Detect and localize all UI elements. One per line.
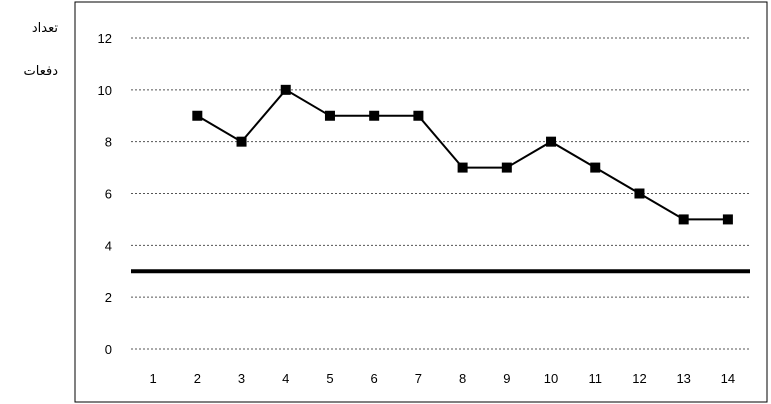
y-tick-label: 0 (105, 342, 112, 357)
x-tick-label: 12 (632, 371, 646, 386)
data-point-marker (280, 84, 291, 95)
series-group (192, 84, 733, 225)
y-tick-labels: 0 2 4 6 8 10 12 (98, 31, 112, 357)
data-point-marker (634, 188, 645, 199)
y-axis-label-line-1: تعداد (32, 21, 58, 36)
y-tick-label: 4 (105, 238, 112, 253)
x-tick-label: 3 (238, 371, 245, 386)
y-tick-label: 8 (105, 135, 112, 150)
data-point-marker (192, 110, 203, 121)
x-tick-label: 9 (503, 371, 510, 386)
data-point-marker (546, 136, 557, 147)
x-tick-label: 2 (194, 371, 201, 386)
chart-frame (74, 1, 768, 403)
y-axis-label-line-2: دفعات (24, 64, 59, 79)
data-point-marker (413, 110, 424, 121)
x-tick-label: 11 (589, 371, 603, 386)
x-tick-label: 7 (415, 371, 422, 386)
data-point-marker (236, 136, 247, 147)
data-point-marker (501, 162, 512, 173)
x-tick-labels: 1 2 3 4 5 6 7 8 9 10 11 12 13 14 (149, 371, 735, 386)
x-tick-label: 4 (282, 371, 289, 386)
data-point-marker (722, 214, 733, 225)
data-point-marker (457, 162, 468, 173)
series-line (196, 88, 728, 221)
data-point-marker (369, 110, 380, 121)
x-tick-label: 14 (721, 371, 735, 386)
y-tick-label: 10 (98, 83, 112, 98)
data-point-marker (678, 214, 689, 225)
x-tick-label: 1 (149, 371, 156, 386)
grid-lines (131, 37, 750, 350)
data-point-marker (590, 162, 601, 173)
y-tick-label: 12 (98, 31, 112, 46)
x-tick-label: 10 (544, 371, 558, 386)
x-tick-label: 8 (459, 371, 466, 386)
x-tick-label: 13 (676, 371, 690, 386)
y-tick-label: 6 (105, 187, 112, 202)
x-tick-label: 5 (326, 371, 333, 386)
data-point-marker (324, 110, 335, 121)
x-tick-label: 6 (371, 371, 378, 386)
y-tick-label: 2 (105, 290, 112, 305)
